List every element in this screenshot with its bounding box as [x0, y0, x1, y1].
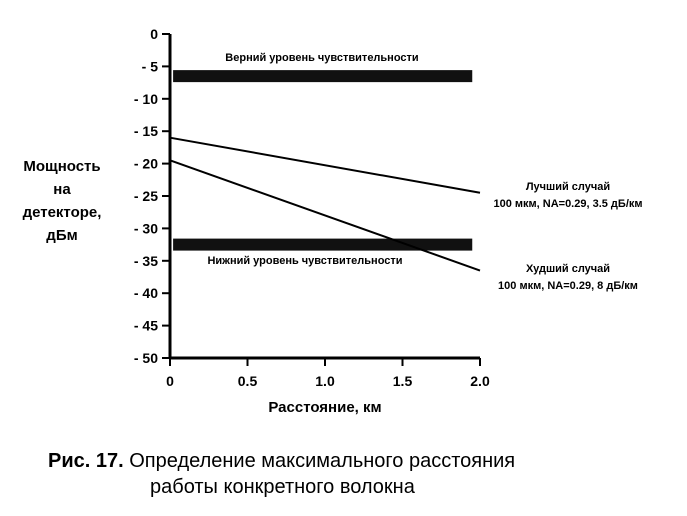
axes	[168, 34, 480, 360]
chart: 0 - 5 - 10 - 15 - 20 - 25 - 30 - 35 - 40 - 45 - 50…	[134, 26, 643, 416]
series-label-best-details: 100 мкм, NA=0.29, 3.5 дБ/км	[493, 198, 642, 210]
x-tick-label: 1.0	[315, 373, 335, 389]
y-axis-label-line: дБм	[46, 227, 78, 244]
y-tick-label: - 20	[134, 156, 158, 172]
series-label-worst-details: 100 мкм, NA=0.29, 8 дБ/км	[498, 280, 638, 292]
y-tick-label: - 5	[142, 58, 159, 74]
x-tick-label: 2.0	[470, 373, 490, 389]
caption-line-2: работы конкретного волокна	[150, 476, 415, 498]
caption-line-1: Рис. 17. Определение максимального расст…	[48, 448, 515, 474]
lower-sensitivity-band	[173, 238, 473, 251]
y-axis-label-line: детекторе,	[22, 204, 102, 221]
sensitivity-bands	[173, 70, 473, 251]
band-label-lower: Нижний уровень чувствительности	[207, 255, 402, 267]
y-tick-label: - 15	[134, 123, 158, 139]
y-tick-label: 0	[150, 26, 158, 42]
x-axis-label: Расстояние, км	[268, 399, 381, 416]
upper-sensitivity-band	[173, 70, 473, 83]
y-axis-label: Мощность на детекторе, дБм	[6, 155, 118, 247]
y-tick-label: - 50	[134, 350, 158, 366]
series-line-worst-case	[169, 159, 481, 272]
series-label-best: Лучший случай 100 мкм, NA=0.29, 3.5 дБ/к…	[493, 181, 642, 210]
y-tick-label: - 25	[134, 188, 158, 204]
series-label-worst: Худший случай 100 мкм, NA=0.29, 8 дБ/км	[498, 263, 638, 292]
caption-title-part-1: Определение максимального расстояния	[123, 450, 516, 472]
x-tick-label: 0	[166, 373, 174, 389]
figure-caption: Рис. 17. Определение максимального расст…	[48, 448, 515, 500]
y-tick-label: - 45	[134, 318, 158, 334]
y-axis-label-line: на	[53, 181, 71, 198]
y-axis-label-line: Мощность	[23, 158, 101, 175]
caption-figure-number: Рис. 17.	[48, 450, 124, 472]
band-label-upper: Верний уровень чувствительности	[225, 52, 418, 64]
series-label-best-name: Лучший случай	[526, 181, 610, 193]
series-label-worst-name: Худший случай	[526, 263, 610, 275]
y-tick-label: - 40	[134, 285, 158, 301]
y-ticks: 0 - 5 - 10 - 15 - 20 - 25 - 30 - 35 - 40 - 45 - 50	[134, 26, 170, 366]
y-tick-label: - 35	[134, 253, 158, 269]
x-ticks: 0 0.5 1.0 1.5 2.0	[166, 358, 490, 389]
x-tick-label: 0.5	[238, 373, 258, 389]
x-tick-label: 1.5	[393, 373, 413, 389]
y-tick-label: - 30	[134, 220, 158, 236]
y-tick-label: - 10	[134, 91, 158, 107]
series-line-best-case	[169, 136, 481, 194]
series-lines	[169, 136, 481, 272]
